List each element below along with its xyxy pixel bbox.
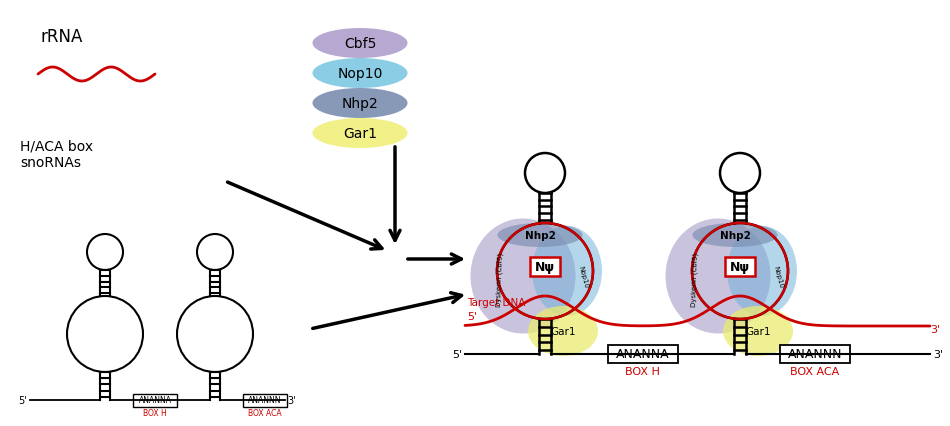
- Text: rRNA: rRNA: [40, 28, 83, 46]
- Ellipse shape: [693, 224, 777, 248]
- Ellipse shape: [313, 119, 408, 149]
- Text: Nhp2: Nhp2: [719, 230, 750, 240]
- Text: Nhp2: Nhp2: [342, 97, 378, 111]
- FancyBboxPatch shape: [607, 345, 677, 363]
- Text: 3': 3': [933, 349, 943, 359]
- FancyBboxPatch shape: [133, 394, 177, 406]
- Ellipse shape: [498, 224, 582, 248]
- Text: Gar1: Gar1: [550, 326, 576, 336]
- Text: 5': 5': [452, 349, 462, 359]
- Ellipse shape: [666, 219, 770, 334]
- Text: Cbf5: Cbf5: [344, 37, 376, 51]
- Ellipse shape: [727, 227, 797, 316]
- FancyBboxPatch shape: [243, 394, 287, 406]
- Ellipse shape: [470, 219, 576, 334]
- Ellipse shape: [313, 89, 408, 119]
- Text: ANANNN: ANANNN: [248, 396, 282, 405]
- Ellipse shape: [528, 306, 598, 356]
- Text: Nop10: Nop10: [337, 67, 383, 81]
- Text: Dyskerin (Cbf5): Dyskerin (Cbf5): [496, 252, 504, 306]
- Text: 3': 3': [287, 395, 295, 405]
- Text: 5': 5': [18, 395, 27, 405]
- Text: H/ACA box
snoRNAs: H/ACA box snoRNAs: [20, 140, 93, 170]
- Text: ANANNA: ANANNA: [139, 396, 172, 405]
- Text: 5': 5': [467, 311, 477, 321]
- Text: Dyskerin (Cbf5): Dyskerin (Cbf5): [691, 252, 699, 306]
- Text: 3': 3': [930, 324, 940, 334]
- Text: BOX H: BOX H: [143, 409, 167, 417]
- Text: Nψ: Nψ: [730, 260, 750, 273]
- Ellipse shape: [313, 59, 408, 89]
- Text: ANANNN: ANANNN: [788, 348, 843, 361]
- Text: Gar1: Gar1: [745, 326, 770, 336]
- FancyBboxPatch shape: [780, 345, 850, 363]
- Text: BOX H: BOX H: [625, 366, 660, 376]
- Text: BOX ACA: BOX ACA: [790, 366, 840, 376]
- Text: Nψ: Nψ: [535, 260, 555, 273]
- Text: Gar1: Gar1: [343, 127, 377, 141]
- Text: Nop10: Nop10: [578, 265, 589, 288]
- Text: ANANNA: ANANNA: [616, 348, 670, 361]
- Ellipse shape: [532, 227, 602, 316]
- FancyBboxPatch shape: [725, 257, 755, 276]
- Ellipse shape: [313, 29, 408, 59]
- FancyBboxPatch shape: [530, 257, 560, 276]
- Ellipse shape: [723, 306, 793, 356]
- Text: Nop10: Nop10: [772, 265, 784, 288]
- Text: BOX ACA: BOX ACA: [248, 409, 282, 417]
- Text: Nhp2: Nhp2: [524, 230, 556, 240]
- Text: Target DNA: Target DNA: [467, 297, 525, 307]
